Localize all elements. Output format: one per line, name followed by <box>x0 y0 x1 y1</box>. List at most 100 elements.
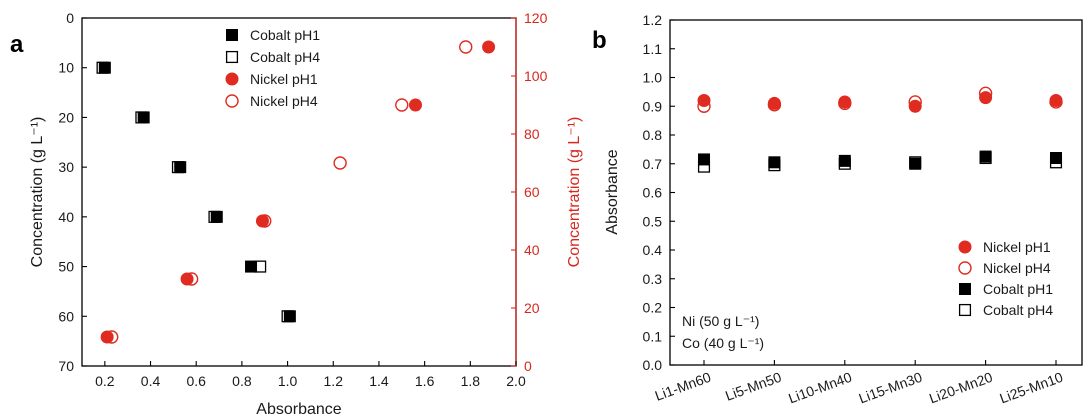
panel-a-x-ticks: 0.2 0.4 0.6 0.8 1.0 1.2 1.4 1.6 1.8 2.0 <box>95 361 526 389</box>
b-series-nickel-ph4 <box>697 86 1063 113</box>
a-y-tick-label: 20 <box>58 109 74 125</box>
b-x-tick-label: Li25-Mn10 <box>997 369 1065 407</box>
a-y2-tick-label: 120 <box>524 10 548 26</box>
b-point <box>908 95 922 109</box>
a-legend-marker <box>225 50 239 64</box>
b-point <box>909 157 922 170</box>
b-y-tick-label: 1.2 <box>643 12 663 28</box>
a-legend-label: Nickel pH4 <box>250 93 318 109</box>
panel-a-legend: Cobalt pH1 Cobalt pH4 Nickel pH1 Nickel pH4 <box>225 27 320 109</box>
a-legend-label: Nickel pH1 <box>250 71 318 87</box>
b-x-tick-label: Li20-Mn20 <box>927 369 995 407</box>
a-y2-tick-label: 60 <box>524 184 540 200</box>
panel-b-y-ticks: 0.0 0.1 0.2 0.3 0.4 0.5 0.6 0.7 0.8 0.9 1.0 1.1 1.2 <box>643 12 675 373</box>
a-x-tick-label: 1.2 <box>324 373 344 389</box>
b-x-tick-label: Li15-Mn30 <box>857 369 925 407</box>
a-y2-tick-label: 20 <box>524 300 540 316</box>
a-point <box>482 40 496 54</box>
panel-b-y-axis-label: Absorbance <box>604 149 621 234</box>
a-series-nickel-ph4 <box>104 40 473 344</box>
b-series-cobalt-ph1 <box>698 150 1062 170</box>
b-x-tick-label: Li1-Mn60 <box>653 369 714 404</box>
a-point <box>255 214 269 228</box>
a-y-tick-label: 70 <box>58 358 74 374</box>
b-series-nickel-ph1 <box>697 91 1063 113</box>
a-point <box>395 98 409 112</box>
a-point <box>96 61 109 74</box>
a-legend-marker <box>226 29 238 41</box>
a-x-tick-label: 0.2 <box>95 373 115 389</box>
b-legend-label: Cobalt pH4 <box>983 302 1053 318</box>
a-legend-marker <box>225 94 239 108</box>
b-point <box>838 96 852 111</box>
panel-a-label: a <box>10 31 24 58</box>
a-y-tick-label: 40 <box>58 209 74 225</box>
a-point <box>100 330 114 344</box>
b-legend-label: Nickel pH1 <box>983 239 1051 255</box>
panel-a-y2-axis-label: Concentration (g L⁻¹) <box>566 117 583 268</box>
b-point <box>978 86 993 101</box>
panel-b: b 0.0 0.1 0.2 0.3 0.4 0.5 0.6 0.7 0.8 0.9 1.0 1.1 1.… <box>592 12 1083 407</box>
b-x-tick-label: Li5-Mn50 <box>723 369 784 404</box>
b-legend-label: Nickel pH4 <box>983 260 1051 276</box>
b-y-tick-label: 0.9 <box>643 98 663 114</box>
b-y-tick-label: 0.3 <box>643 271 663 287</box>
panel-a-y-ticks: 0 10 20 30 40 50 60 70 <box>58 10 87 374</box>
a-legend-label: Cobalt pH1 <box>250 27 320 43</box>
b-point <box>838 154 851 167</box>
a-point <box>408 98 422 112</box>
a-point <box>104 330 119 344</box>
a-y2-tick-label: 40 <box>524 242 540 258</box>
panel-b-annotation-co: Co (40 g L⁻¹) <box>682 335 764 351</box>
a-x-tick-label: 0.8 <box>232 373 252 389</box>
a-x-tick-label: 1.8 <box>461 373 481 389</box>
a-x-tick-label: 1.4 <box>369 373 389 389</box>
a-point <box>137 111 150 124</box>
b-point <box>697 160 711 173</box>
panel-b-x-ticks: Li1-Mn60 Li5-Mn50 Li10-Mn40 Li15-Mn30 Li20-M… <box>653 360 1065 407</box>
b-legend-label: Cobalt pH1 <box>983 281 1053 297</box>
a-legend-marker <box>225 72 239 86</box>
b-series-cobalt-ph4 <box>697 151 1063 173</box>
a-point <box>180 272 194 286</box>
panel-b-marks <box>697 86 1063 173</box>
b-y-tick-label: 0.0 <box>643 357 663 373</box>
b-point <box>698 153 710 166</box>
b-y-tick-label: 0.7 <box>643 156 663 172</box>
panel-a-y2-ticks: 0 20 40 60 80 100 120 <box>511 10 548 374</box>
a-y-tick-label: 50 <box>58 259 74 275</box>
a-point <box>459 40 473 54</box>
panel-a-y-axis-label: Concentration (g L⁻¹) <box>29 117 46 268</box>
b-point <box>979 150 992 163</box>
panel-b-label: b <box>592 27 607 54</box>
b-y-tick-label: 0.2 <box>643 300 663 316</box>
a-point <box>98 61 111 74</box>
panel-b-annotation-ni: Ni (50 g L⁻¹) <box>682 313 759 329</box>
a-y2-tick-label: 80 <box>524 126 540 142</box>
a-point <box>254 260 267 273</box>
a-x-tick-label: 0.4 <box>141 373 161 389</box>
b-point <box>697 99 711 113</box>
a-x-tick-label: 0.6 <box>186 373 206 389</box>
b-point <box>1050 152 1062 164</box>
a-y-tick-label: 0 <box>66 10 74 26</box>
b-point <box>768 159 781 172</box>
panel-a-x-axis-label: Absorbance <box>256 401 341 418</box>
a-point <box>135 111 148 124</box>
a-point <box>184 272 199 286</box>
b-legend-marker <box>959 283 971 295</box>
b-point <box>1049 95 1063 109</box>
a-x-tick-label: 1.0 <box>278 373 298 389</box>
b-y-tick-label: 1.0 <box>643 70 663 86</box>
b-point <box>979 91 993 105</box>
b-legend-marker <box>958 261 972 275</box>
a-point <box>171 161 184 174</box>
b-legend-marker <box>958 240 972 254</box>
b-y-tick-label: 1.1 <box>643 41 663 57</box>
b-y-tick-label: 0.6 <box>643 185 663 201</box>
panel-a-marks <box>96 40 496 344</box>
a-x-tick-label: 2.0 <box>506 373 526 389</box>
panel-a: a 0.2 0.4 0.6 0.8 1.0 1.2 1.4 1.6 1.8 2.0 0 10 20 30… <box>10 10 583 418</box>
a-y2-tick-label: 0 <box>524 358 532 374</box>
a-point <box>210 210 223 223</box>
